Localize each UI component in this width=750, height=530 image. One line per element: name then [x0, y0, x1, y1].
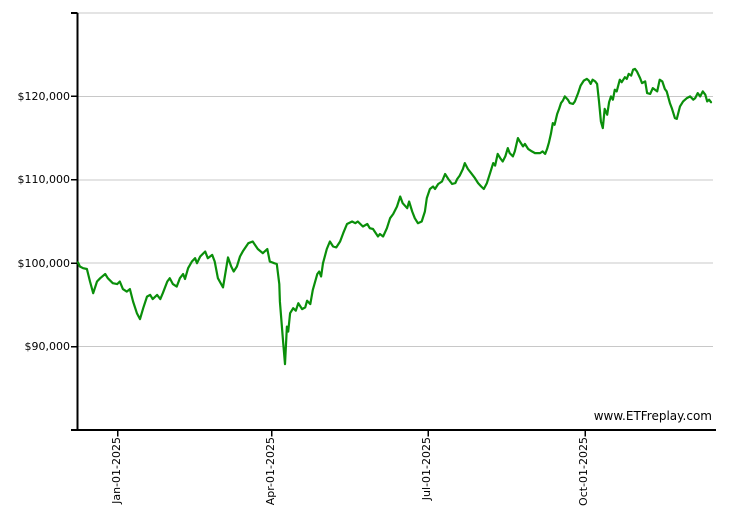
y-axis-label: $90,000 — [24, 340, 71, 354]
x-axis-label: Apr-01-2025 — [263, 437, 277, 506]
x-axis-label: Jan-01-2025 — [109, 437, 123, 504]
y-axis-label: $100,000 — [17, 256, 71, 270]
watermark-text: www.ETFreplay.com — [593, 409, 712, 423]
x-axis-label: Jul-01-2025 — [420, 437, 434, 501]
portfolio-value-line — [76, 67, 713, 366]
x-axis-label: Oct-01-2025 — [577, 437, 591, 506]
axes — [71, 12, 716, 431]
gridlines — [77, 12, 713, 348]
y-axis-label: $120,000 — [17, 89, 71, 103]
axis-ticks — [71, 95, 586, 437]
y-axis-label: $110,000 — [17, 173, 71, 187]
